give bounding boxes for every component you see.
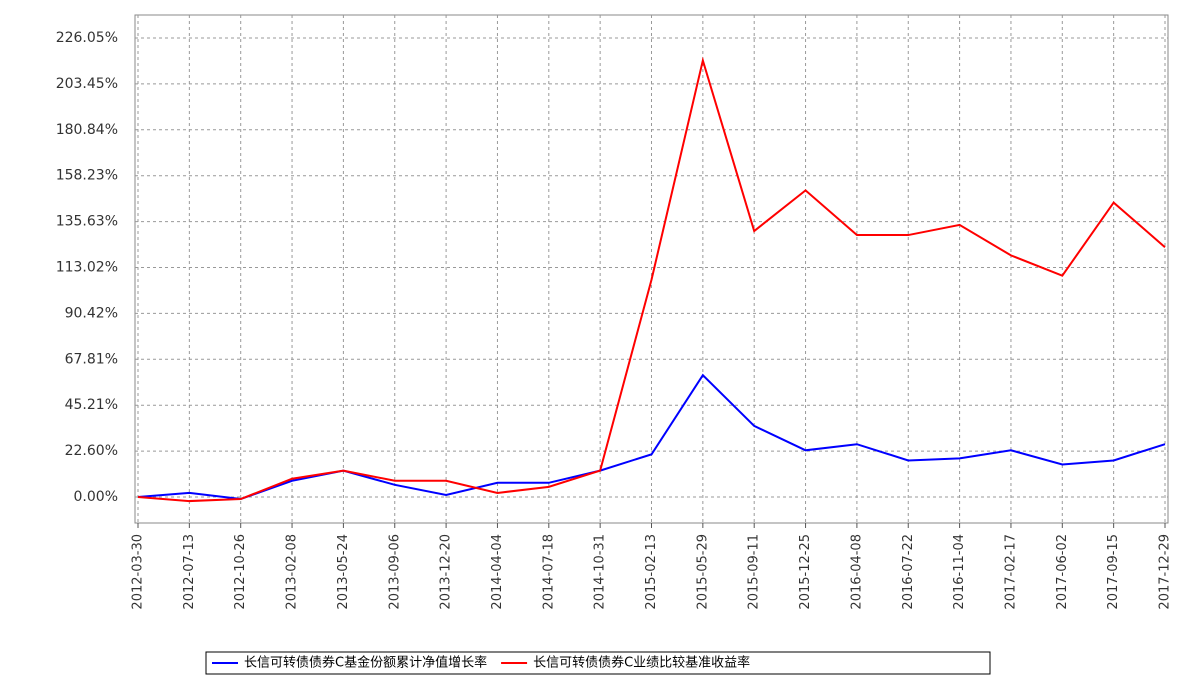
x-tick-label: 2015-12-25 — [798, 534, 813, 610]
y-tick-label: 226.05% — [56, 30, 118, 46]
x-tick-label: 2012-10-26 — [233, 534, 248, 610]
x-tick-label: 2017-12-29 — [1158, 534, 1173, 610]
series-line — [137, 56, 1166, 503]
x-tick-label: 2012-07-13 — [182, 534, 197, 610]
legend-label: 长信可转债债券C基金份额累计净值增长率 — [244, 655, 487, 671]
y-tick-label: 180.84% — [56, 122, 118, 138]
y-tick-label: 158.23% — [56, 168, 118, 184]
x-tick-label: 2013-05-24 — [336, 534, 351, 610]
x-tick-label: 2013-12-20 — [439, 534, 454, 610]
legend: 长信可转债债券C基金份额累计净值增长率 长信可转债债券C业绩比较基准收益率 — [205, 651, 991, 675]
x-tick-label: 2017-06-02 — [1055, 534, 1070, 610]
y-tick-label: 90.42% — [65, 305, 118, 321]
x-tick-label: 2016-11-04 — [952, 534, 967, 610]
x-tick-label: 2015-09-11 — [747, 534, 762, 610]
x-tick-label: 2014-07-18 — [541, 534, 556, 610]
x-tick-label: 2013-02-08 — [285, 534, 300, 610]
x-tick-label: 2016-04-08 — [849, 534, 864, 610]
x-tick-label: 2013-09-06 — [387, 534, 402, 610]
y-tick-label: 45.21% — [65, 397, 118, 413]
x-tick-label: 2014-10-31 — [593, 534, 608, 610]
x-tick-label: 2012-03-30 — [131, 534, 146, 610]
y-tick-label: 22.60% — [65, 443, 118, 459]
x-tick-label: 2016-07-22 — [901, 534, 916, 610]
y-tick-label: 67.81% — [65, 351, 118, 367]
x-tick-label: 2015-05-29 — [695, 534, 710, 610]
y-tick-label: 113.02% — [56, 260, 118, 276]
x-tick-label: 2017-09-15 — [1106, 534, 1121, 610]
y-tick-label: 135.63% — [56, 214, 118, 230]
legend-label: 长信可转债债券C业绩比较基准收益率 — [533, 655, 750, 671]
x-tick-label: 2017-02-17 — [1003, 534, 1018, 610]
series-line — [137, 373, 1166, 501]
y-tick-label: 203.45% — [56, 76, 118, 92]
x-tick-label: 2015-02-13 — [644, 534, 659, 610]
y-tick-label: 0.00% — [74, 489, 118, 505]
legend-box — [205, 651, 991, 675]
x-tick-label: 2014-04-04 — [490, 534, 505, 610]
